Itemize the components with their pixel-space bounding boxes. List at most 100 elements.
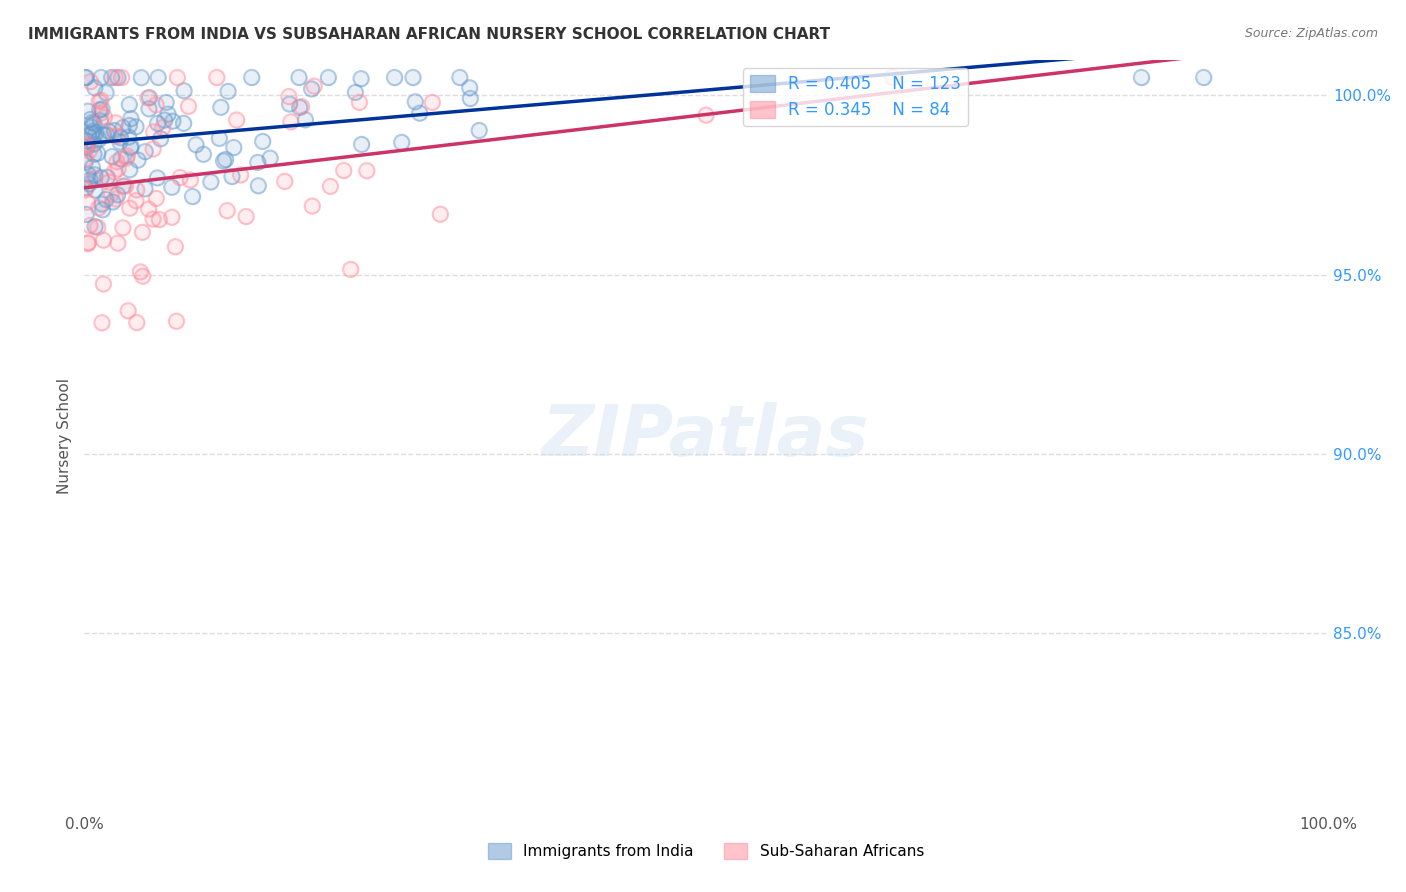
Point: [449, 70, 471, 85]
Point: [107, 236, 129, 251]
Point: [205, 70, 228, 85]
Point: [107, 187, 129, 202]
Point: [76, 195, 98, 210]
Point: [76, 236, 98, 251]
Point: [91, 102, 114, 116]
Point: [125, 120, 148, 134]
Point: [76, 139, 98, 153]
Point: [332, 163, 354, 178]
Point: [90, 93, 112, 107]
Point: [77, 128, 100, 142]
Point: [112, 179, 135, 194]
Point: [79, 173, 101, 187]
Point: [83, 136, 105, 151]
Point: [82, 124, 104, 138]
Point: [110, 152, 132, 166]
Point: [259, 151, 281, 165]
Point: [344, 86, 367, 100]
Point: [83, 171, 105, 186]
Point: [157, 107, 180, 121]
Point: [356, 163, 378, 178]
Y-axis label: Nursery School: Nursery School: [58, 378, 72, 494]
Point: [148, 70, 170, 85]
Point: [246, 155, 269, 169]
Point: [117, 303, 139, 318]
Point: [318, 70, 340, 85]
Point: [90, 170, 112, 185]
Point: [107, 70, 129, 85]
Point: [79, 144, 101, 158]
Point: [181, 189, 204, 203]
Point: [120, 112, 142, 126]
Point: [288, 70, 311, 85]
Point: [177, 99, 200, 113]
Point: [90, 170, 112, 185]
Point: [91, 316, 114, 330]
Point: [193, 147, 215, 161]
Point: [84, 219, 107, 234]
Point: [173, 84, 195, 98]
Point: [101, 195, 124, 210]
Point: [75, 152, 97, 166]
Point: [125, 194, 148, 208]
Point: [91, 316, 114, 330]
Point: [104, 116, 127, 130]
Point: [402, 70, 425, 85]
Point: [100, 186, 122, 201]
Point: [82, 115, 104, 129]
Point: [75, 183, 97, 197]
Point: [83, 117, 105, 131]
Point: [165, 314, 187, 328]
Point: [77, 177, 100, 191]
Point: [217, 203, 239, 218]
Point: [86, 146, 108, 161]
Point: [87, 220, 110, 235]
Point: [212, 154, 235, 169]
Point: [76, 236, 98, 251]
Point: [146, 116, 169, 130]
Point: [301, 82, 323, 96]
Point: [93, 128, 115, 142]
Point: [136, 91, 159, 105]
Point: [339, 262, 361, 277]
Point: [118, 97, 141, 112]
Point: [118, 162, 141, 177]
Point: [104, 192, 127, 206]
Point: [105, 155, 128, 169]
Point: [79, 112, 101, 127]
Point: [217, 84, 239, 98]
Point: [460, 91, 482, 105]
Point: [155, 95, 177, 110]
Point: [142, 142, 165, 156]
Point: [291, 100, 314, 114]
Point: [75, 70, 97, 85]
Point: [111, 120, 134, 135]
Point: [83, 136, 105, 151]
Point: [125, 316, 148, 330]
Point: [75, 139, 97, 153]
Point: [259, 151, 281, 165]
Point: [94, 193, 117, 207]
Point: [184, 137, 207, 152]
Point: [84, 219, 107, 234]
Point: [221, 169, 243, 184]
Point: [118, 97, 141, 112]
Point: [449, 70, 471, 85]
Point: [79, 144, 101, 158]
Point: [291, 100, 314, 114]
Point: [468, 123, 491, 137]
Point: [142, 125, 165, 139]
Point: [319, 179, 342, 194]
Point: [89, 103, 111, 117]
Point: [76, 139, 98, 153]
Point: [91, 202, 114, 217]
Point: [107, 187, 129, 202]
Point: [184, 137, 207, 152]
Point: [339, 262, 361, 277]
Point: [146, 170, 169, 185]
Point: [134, 145, 156, 159]
Point: [1192, 70, 1215, 85]
Point: [209, 100, 232, 114]
Point: [120, 141, 142, 155]
Point: [165, 240, 187, 254]
